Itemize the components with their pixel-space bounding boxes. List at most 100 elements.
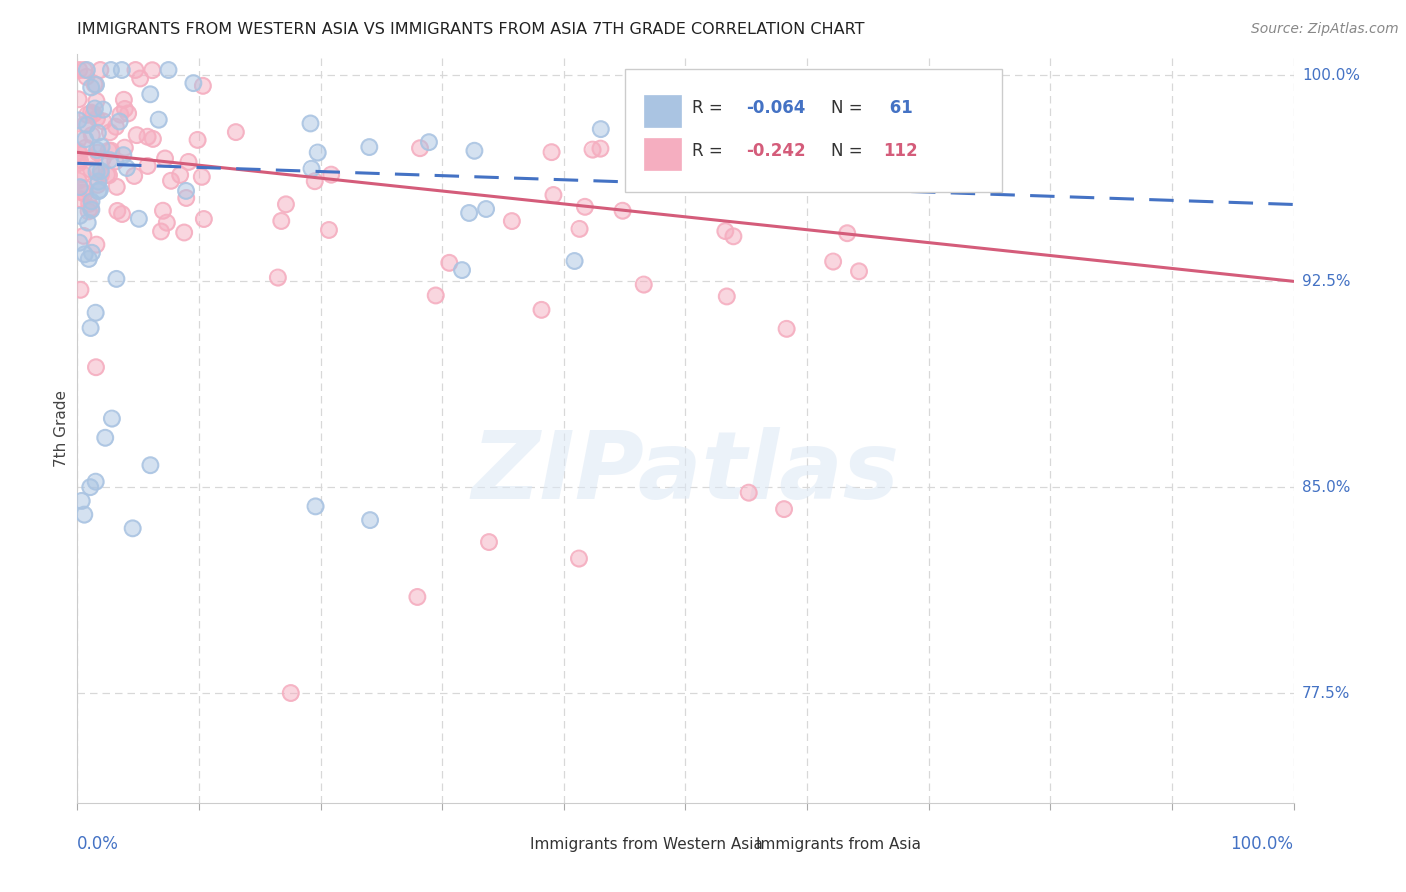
Point [321,168,343,182]
Point [80,162,103,177]
Point [80,105,103,120]
Point [568,551,591,566]
Point [174,184,197,198]
Point [153,152,176,166]
Point [98,125,121,139]
Point [540,145,562,160]
Point [67,156,90,170]
Point [612,203,634,218]
Point [187,133,209,147]
Point [574,200,596,214]
Point [70,186,93,200]
Point [79,321,101,335]
Point [77,204,100,219]
Point [728,114,751,128]
Point [80,201,103,215]
Point [124,62,146,77]
Point [84,475,107,489]
Point [307,145,329,160]
Point [79,321,101,335]
Point [501,214,523,228]
Point [633,277,655,292]
Point [142,132,165,146]
Point [73,247,96,261]
Point [96,168,118,182]
Point [73,508,96,522]
Point [77,197,100,211]
Point [299,116,322,130]
Point [299,116,322,130]
Point [318,223,340,237]
Point [478,535,501,549]
Point [125,128,148,142]
Text: 77.5%: 77.5% [1302,686,1350,700]
Point [121,521,143,535]
Point [117,106,139,120]
Text: 85.0%: 85.0% [1302,480,1350,495]
Point [568,222,591,236]
Point [80,80,103,95]
Point [121,521,143,535]
Point [105,203,128,218]
Point [69,283,91,297]
Text: Immigrants from Western Asia: Immigrants from Western Asia [530,837,762,852]
Point [156,216,179,230]
Point [67,92,90,106]
Point [70,494,93,508]
Point [105,272,128,286]
Point [75,132,97,146]
Point [87,126,110,140]
Point [689,128,711,142]
Point [304,500,326,514]
Point [301,161,323,176]
Point [98,153,121,168]
Point [94,431,117,445]
Point [451,263,474,277]
Point [98,153,121,168]
Text: ZIPatlas: ZIPatlas [471,427,900,519]
Point [156,216,179,230]
Point [79,480,101,494]
Point [73,247,96,261]
Point [90,139,112,153]
Point [141,63,163,78]
Point [169,168,191,182]
Point [67,92,90,106]
Point [267,270,290,285]
Point [112,93,135,107]
Point [67,113,90,128]
Point [274,197,297,211]
Text: 0.0%: 0.0% [77,835,120,853]
Point [80,202,103,217]
Point [589,122,612,136]
Point [80,194,103,209]
Point [139,458,162,473]
Point [75,70,97,84]
Point [86,143,108,157]
Point [84,360,107,375]
Point [128,211,150,226]
Point [728,114,751,128]
Point [773,502,796,516]
Point [139,87,162,102]
Point [139,458,162,473]
Point [110,107,132,121]
Point [589,142,612,156]
Point [543,188,565,202]
Point [671,161,693,175]
Point [98,168,121,182]
Point [114,102,136,116]
Point [152,203,174,218]
Point [501,214,523,228]
FancyBboxPatch shape [644,95,681,127]
Point [152,203,174,218]
Point [418,135,440,149]
Point [105,179,128,194]
Point [67,62,90,77]
Point [177,155,200,169]
Point [87,175,110,189]
Point [91,103,114,117]
Text: 100.0%: 100.0% [1230,835,1294,853]
Text: IMMIGRANTS FROM WESTERN ASIA VS IMMIGRANTS FROM ASIA 7TH GRADE CORRELATION CHART: IMMIGRANTS FROM WESTERN ASIA VS IMMIGRAN… [77,22,865,37]
Text: N =: N = [831,142,869,160]
